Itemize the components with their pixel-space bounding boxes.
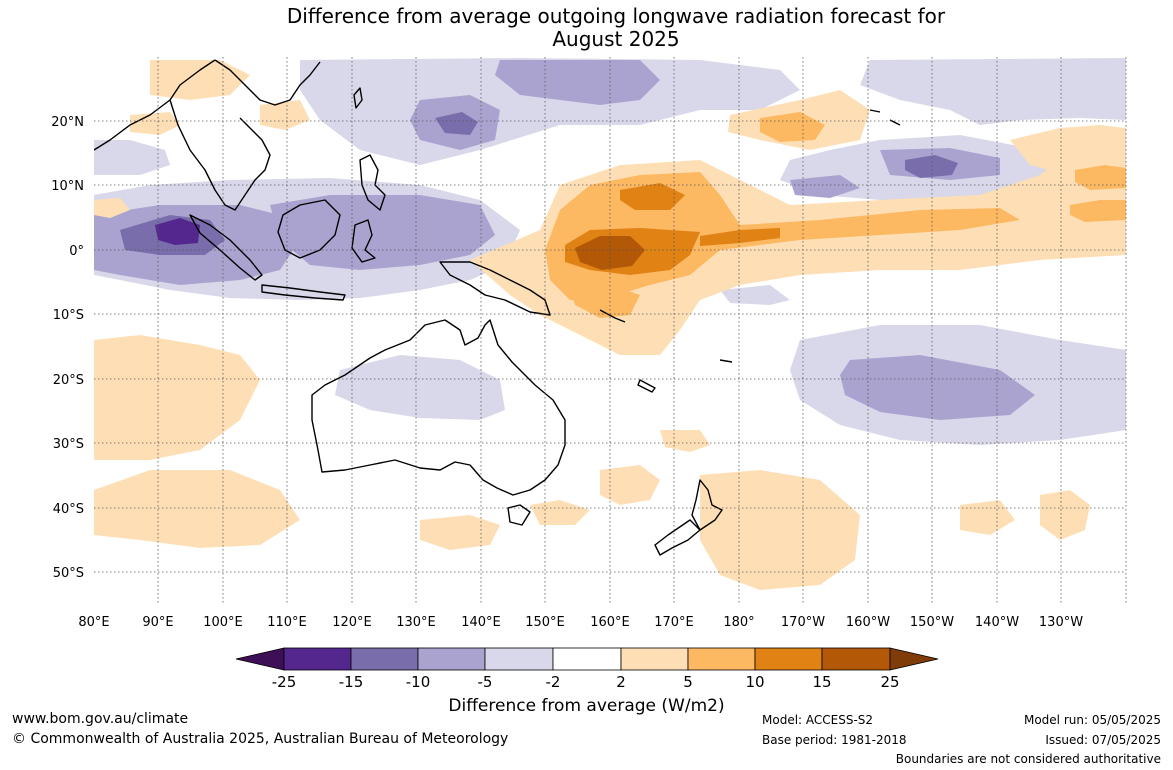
- pacific-islands: [599, 109, 901, 363]
- lon-label: 140°W: [975, 615, 1019, 630]
- australia-coastline: [311, 319, 566, 496]
- lon-label: 130°W: [1039, 615, 1083, 630]
- taiwan-coastline: [353, 87, 363, 109]
- colorbar: [235, 647, 939, 671]
- lon-label: 140°E: [461, 615, 501, 630]
- lat-label: 40°S: [53, 502, 84, 517]
- boundaries-disclaimer: Boundaries are not considered authoritat…: [895, 752, 1161, 766]
- coastlines: [94, 59, 901, 556]
- colorbar-swatch: [821, 647, 891, 671]
- lon-label: 80°E: [78, 615, 109, 630]
- lon-label: 120°E: [332, 615, 372, 630]
- lon-label: 150°E: [525, 615, 565, 630]
- anomaly-fields: [94, 58, 1126, 590]
- colorbar-swatch: [687, 647, 756, 671]
- colorbar-tick: 5: [683, 673, 693, 691]
- lon-label: 100°E: [203, 615, 243, 630]
- colorbar-tick: 15: [812, 673, 831, 691]
- copyright-text: © Commonwealth of Australia 2025, Austra…: [12, 731, 509, 747]
- colorbar-swatch: [620, 647, 689, 671]
- colorbar-swatch: [350, 647, 419, 671]
- borneo-coastline: [277, 199, 341, 259]
- lon-label: 160°E: [590, 615, 630, 630]
- new-caledonia-coastline: [637, 379, 656, 393]
- lat-label: 30°S: [53, 437, 84, 452]
- tasmania-coastline: [507, 504, 531, 526]
- colorbar-label: Difference from average (W/m2): [448, 696, 725, 716]
- longitude-labels: 80°E 90°E 100°E 110°E 120°E 130°E 140°E …: [78, 615, 1083, 630]
- colorbar-tick: -25: [272, 673, 297, 691]
- model-name: Model: ACCESS-S2: [762, 713, 874, 727]
- lat-label: 10°S: [53, 308, 84, 323]
- negative-anomaly-deep: [155, 218, 200, 245]
- model-run-date: Model run: 05/05/2025: [1023, 713, 1161, 727]
- colorbar-arrow-high: [889, 647, 939, 671]
- lat-label: 50°S: [53, 566, 84, 581]
- new-zealand-south-island: [654, 519, 701, 556]
- lon-label: 180°: [723, 615, 754, 630]
- website-link[interactable]: www.bom.gov.au/climate: [12, 711, 189, 727]
- issued-date: Issued: 07/05/2025: [1045, 733, 1161, 747]
- colorbar-swatch: [754, 647, 823, 671]
- negative-anomaly-mid: [94, 60, 1035, 420]
- philippines-coastline: [359, 154, 386, 211]
- lat-label: 0°: [69, 244, 84, 259]
- colorbar-ticks: -25 -15 -10 -5 -2 2 5 10 15 25: [272, 673, 900, 691]
- colorbar-tick: 10: [745, 673, 764, 691]
- map-title-line1: Difference from average outgoing longwav…: [286, 4, 946, 28]
- colorbar-tick: 25: [880, 673, 899, 691]
- colorbar-tick: 2: [616, 673, 626, 691]
- graticule: [94, 57, 1127, 605]
- lon-label: 160°W: [846, 615, 890, 630]
- lon-label: 110°E: [267, 615, 307, 630]
- asia-mainland-coastline: [94, 59, 321, 211]
- lon-label: 170°E: [654, 615, 694, 630]
- lat-label: 10°N: [51, 179, 84, 194]
- java-coastline: [261, 284, 346, 301]
- colorbar-swatch: [552, 647, 622, 671]
- lon-label: 170°W: [781, 615, 825, 630]
- colorbar-swatch: [484, 647, 554, 671]
- lat-label: 20°N: [51, 115, 84, 130]
- colorbar-arrow-low: [235, 647, 285, 671]
- colorbar-tick: -2: [546, 673, 561, 691]
- colorbar-tick: -5: [478, 673, 493, 691]
- sumatra-coastline: [189, 214, 263, 281]
- map-title-line2: August 2025: [552, 27, 680, 51]
- colorbar-tick: -15: [339, 673, 364, 691]
- colorbar-tick: -10: [406, 673, 431, 691]
- colorbar-swatch: [417, 647, 486, 671]
- new-guinea-coastline: [439, 261, 551, 316]
- lat-label: 20°S: [53, 373, 84, 388]
- base-period: Base period: 1981-2018: [762, 733, 907, 747]
- new-zealand-north-island: [691, 479, 723, 531]
- lon-label: 130°E: [396, 615, 436, 630]
- lon-label: 90°E: [142, 615, 173, 630]
- colorbar-swatch: [283, 647, 352, 671]
- latitude-labels: 20°N 10°N 0° 10°S 20°S 30°S 40°S 50°S: [51, 115, 84, 581]
- lon-label: 150°W: [910, 615, 954, 630]
- sulawesi-coastline: [351, 219, 376, 263]
